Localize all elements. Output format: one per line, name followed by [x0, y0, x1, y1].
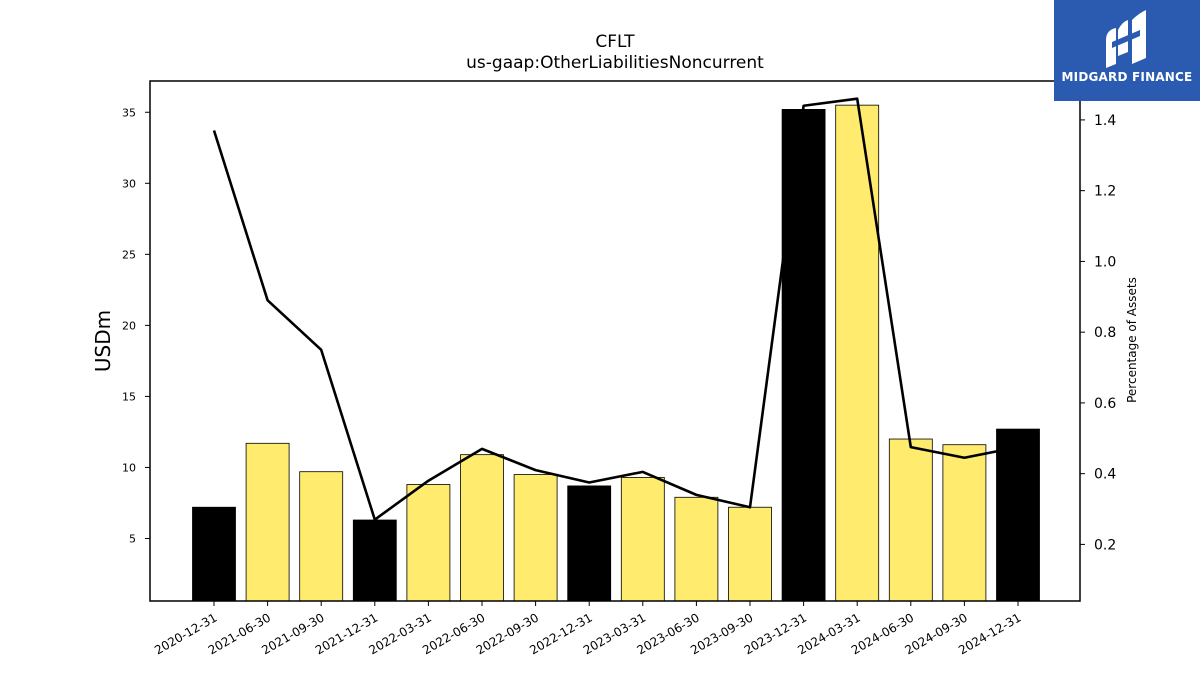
- y2-tick-label-0.2: 0.2: [1094, 537, 1116, 553]
- midgard-finance-logo: MIDGARD FINANCE: [1054, 0, 1200, 101]
- y-tick-label-5: 5: [129, 532, 136, 545]
- bar-2021-06-30: [246, 443, 289, 601]
- bar-2023-09-30: [729, 507, 772, 601]
- y-tick-label-10: 10: [122, 461, 136, 474]
- bar-2022-09-30: [514, 475, 557, 601]
- bar-2024-03-31: [836, 105, 879, 601]
- bar-2021-09-30: [300, 472, 343, 601]
- bar-2023-03-31: [621, 477, 664, 601]
- bar-2022-12-31: [568, 486, 611, 601]
- bar-2024-12-31: [997, 429, 1040, 601]
- y2-tick-label-0.8: 0.8: [1094, 325, 1116, 341]
- bar-2023-12-31: [782, 109, 825, 601]
- bar-2022-03-31: [407, 484, 450, 601]
- bar-2022-06-30: [461, 455, 504, 601]
- y2-tick-label-0.4: 0.4: [1094, 467, 1116, 483]
- logo-mark-icon: [1054, 0, 1200, 70]
- y2-tick-label-1: 1.0: [1094, 254, 1116, 270]
- logo-text: MIDGARD FINANCE: [1054, 70, 1200, 84]
- bar-2024-09-30: [943, 445, 986, 601]
- y2-tick-label-1.2: 1.2: [1094, 184, 1116, 200]
- bar-2020-12-31: [193, 507, 236, 601]
- y-tick-label-30: 30: [122, 177, 136, 190]
- y-tick-label-15: 15: [122, 390, 136, 403]
- y-tick-label-35: 35: [122, 106, 136, 119]
- y-tick-label-20: 20: [122, 319, 136, 332]
- y-tick-label-25: 25: [122, 248, 136, 261]
- bar-2024-06-30: [889, 439, 932, 601]
- y-axis-label: USDm: [91, 310, 115, 372]
- y2-tick-label-0.6: 0.6: [1094, 396, 1116, 412]
- y2-tick-label-1.4: 1.4: [1094, 113, 1116, 129]
- bar-2021-12-31: [353, 520, 396, 601]
- bar-2023-06-30: [675, 497, 718, 601]
- y2-axis-label: Percentage of Assets: [1125, 277, 1139, 403]
